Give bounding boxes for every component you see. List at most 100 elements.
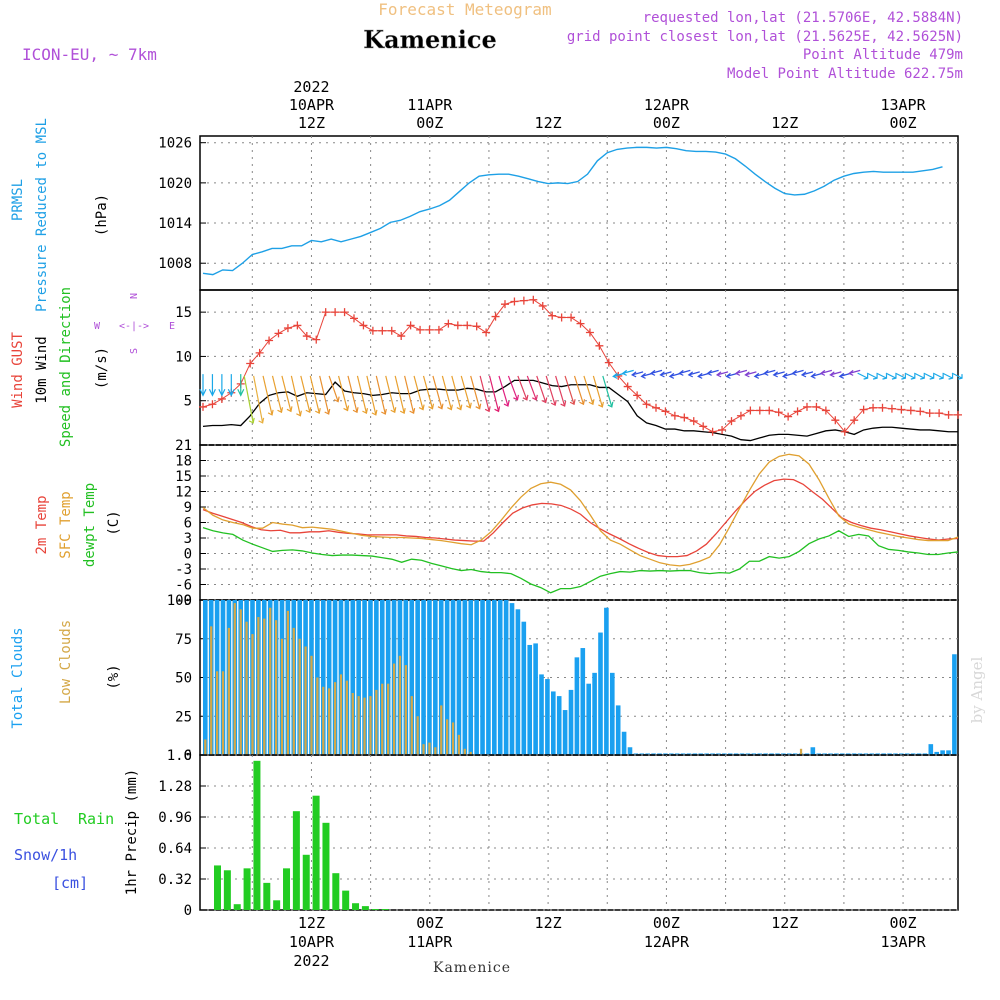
clouds-unit: (%) <box>106 664 122 689</box>
wind-direction-barb <box>772 371 785 378</box>
total-clouds-bar <box>521 621 527 755</box>
wind-gust-point <box>246 359 255 368</box>
low-clouds-bar <box>451 722 455 755</box>
y-tick-label: 0 <box>184 748 192 764</box>
low-clouds-bar <box>428 742 431 755</box>
wind-direction-barb <box>866 372 878 380</box>
wind-direction-barb <box>237 374 245 397</box>
wind-direction-barb <box>640 372 653 379</box>
wind-gust-point <box>831 416 840 425</box>
total-clouds-bar <box>751 753 757 755</box>
total-clouds-bar <box>332 600 338 755</box>
total-clouds-bar <box>934 751 940 755</box>
total-clouds-bar <box>804 753 810 755</box>
wind-gust-point <box>897 405 906 414</box>
low-clouds-bar <box>345 680 348 755</box>
wind-direction-barb <box>848 369 861 376</box>
temp-sfc-label: SFC Temp <box>58 491 74 558</box>
total-clouds-bar <box>881 753 886 755</box>
total-clouds-bar <box>438 600 444 755</box>
wind-gust-point <box>453 321 462 330</box>
wind-direction-barb <box>271 375 284 414</box>
total-clouds-bar <box>893 753 898 755</box>
rain-bar <box>381 909 389 910</box>
compass-s: S <box>129 348 140 354</box>
wind-gust-point <box>585 328 594 337</box>
y-tick-label: 25 <box>175 709 192 725</box>
wind-gust-point <box>727 417 736 426</box>
low-clouds-bar <box>339 674 343 755</box>
total-clouds-bar <box>627 747 633 755</box>
wind-gust-point <box>397 332 406 341</box>
wind-gust-point <box>265 336 274 345</box>
y-tick-label: 0 <box>184 903 192 919</box>
total-clouds-bar <box>692 753 698 755</box>
wind-direction-barb <box>460 375 472 409</box>
wind-gust-point <box>954 410 962 419</box>
model-altitude: Model Point Altitude 622.75m <box>727 66 963 82</box>
y-tick-label: 5 <box>184 394 192 410</box>
low-clouds-bar <box>387 683 390 755</box>
wind-gust-point <box>793 407 802 416</box>
y-tick-label: 100 <box>167 593 192 609</box>
wind-gust-point <box>576 319 585 328</box>
wind-direction-barb <box>857 372 869 380</box>
wind-gust-point <box>501 300 509 309</box>
wind-direction-barb <box>309 375 321 415</box>
y-tick-label: 0.64 <box>158 841 192 857</box>
top-date-label: 12APR <box>644 96 690 114</box>
wind-direction-barb <box>573 375 586 406</box>
wind-direction-barb <box>253 375 265 424</box>
total-clouds-bar <box>899 753 904 755</box>
wind-gust-point <box>642 400 651 409</box>
total-clouds-bar <box>663 753 668 755</box>
low-clouds-bar <box>304 646 307 755</box>
total-clouds-bar <box>845 753 851 755</box>
low-clouds-bar <box>204 739 207 755</box>
y-tick-label: 3 <box>184 531 192 547</box>
bottom-date-label: 12APR <box>644 933 690 951</box>
wind-direction-barb <box>564 375 576 406</box>
total-clouds-bar <box>710 753 715 755</box>
low-clouds-bar <box>274 620 278 755</box>
y-tick-label: 21 <box>175 438 192 454</box>
y-tick-label: -9 <box>175 593 192 609</box>
total-clouds-bar <box>698 753 704 755</box>
wind-direction-barb <box>347 375 359 414</box>
wind-direction-barb <box>621 369 634 376</box>
wind-gust-point <box>491 312 500 321</box>
total-clouds-bar <box>633 753 639 755</box>
low-clouds-bar <box>357 696 360 755</box>
rain-bar <box>214 865 221 910</box>
y-tick-label: 0.96 <box>158 810 192 826</box>
wind-direction-barb <box>583 375 595 406</box>
wind-direction-barb <box>498 375 510 407</box>
bottom-date-label: 10APR <box>289 933 335 951</box>
y-tick-label: 1.6 <box>167 748 192 764</box>
low-clouds-bar <box>210 626 213 755</box>
low-clouds-bar <box>233 603 236 755</box>
low-clouds-bar <box>469 751 472 755</box>
low-clouds-bar <box>375 689 378 755</box>
low-clouds-bar <box>799 748 803 755</box>
total-clouds-bar <box>556 696 562 755</box>
compass-e: E <box>169 321 175 332</box>
wind-gust-point <box>840 427 849 436</box>
rain-bar <box>322 822 330 910</box>
wind-direction-barb <box>208 374 216 397</box>
rain-bar <box>342 890 350 910</box>
low-clouds-bar <box>457 734 461 755</box>
total-clouds-bar <box>781 753 786 755</box>
low-clouds-bar <box>410 696 413 755</box>
wind-gust-point <box>548 311 557 320</box>
wind-direction-barb <box>895 372 906 380</box>
total-clouds-bar <box>928 744 934 755</box>
point-altitude: Point Altitude 479m <box>803 47 963 63</box>
wind-gust-point <box>368 326 377 335</box>
wind-direction-barb <box>507 375 520 401</box>
wind-direction-barb <box>791 369 804 376</box>
wind-direction-barb <box>526 375 538 401</box>
wind-direction-barb <box>488 375 501 413</box>
total-clouds-bar <box>910 753 916 755</box>
wind-direction-barb <box>366 375 378 416</box>
